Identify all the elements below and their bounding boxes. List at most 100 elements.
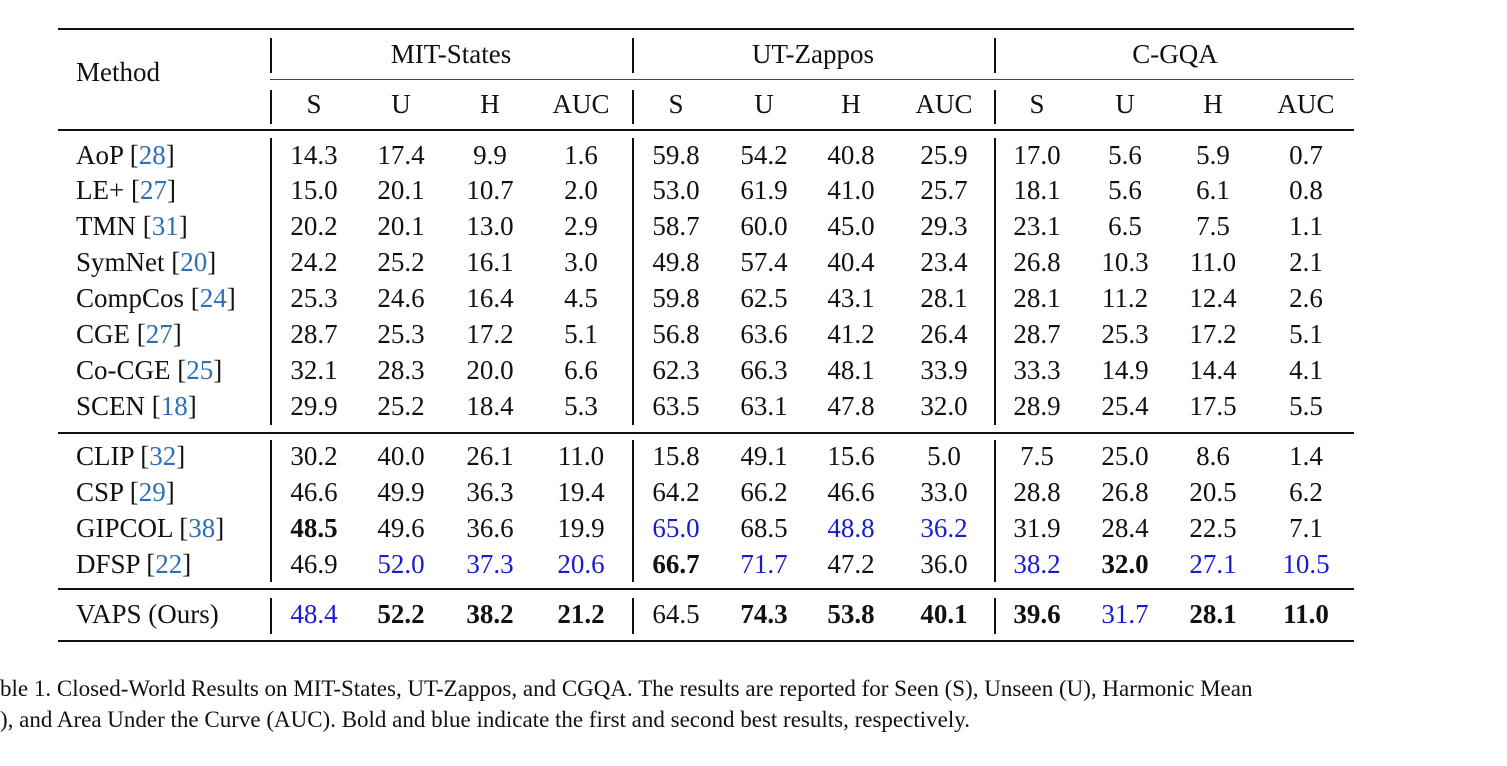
method-name: DFSP [76,549,140,579]
citation-link[interactable]: 24 [199,283,227,313]
value-cell: 22.5 [1189,513,1237,543]
metric-header: U [754,89,774,119]
citation-link[interactable]: 25 [186,355,214,385]
value-cell: 5.6 [1108,140,1142,170]
value-cell: 28.4 [1101,513,1149,543]
value-cell: 8.6 [1196,441,1230,471]
dataset-header: C-GQA [1132,39,1218,69]
value-cell: 7.5 [1020,441,1054,471]
value-cell: 17.2 [466,319,514,349]
metric-header: S [306,89,322,119]
value-cell: 20.0 [466,355,514,385]
citation-link[interactable]: 27 [145,319,173,349]
value-cell: 47.2 [827,549,875,579]
value-cell: 28.1 [1189,599,1237,629]
method-name-cell: SCEN [18] [76,391,197,421]
value-cell: 68.5 [740,513,788,543]
value-cell: 66.7 [652,549,700,579]
value-cell: 2.9 [564,211,598,241]
value-cell: 46.6 [290,477,338,507]
citation-link[interactable]: 18 [160,391,188,421]
citation-link[interactable]: 27 [139,175,167,205]
value-cell: 48.4 [290,599,338,629]
method-name-cell: GIPCOL [38] [76,513,225,543]
value-cell: 59.8 [652,283,700,313]
method-name: LE+ [76,175,125,205]
value-cell: 20.6 [557,549,605,579]
value-cell: 3.0 [564,247,598,277]
value-cell: 25.0 [1101,441,1149,471]
value-cell: 2.6 [1289,283,1323,313]
value-cell: 40.8 [827,140,875,170]
value-cell: 33.3 [1013,355,1061,385]
value-cell: 4.5 [564,283,598,313]
col-separator-1-0 [632,38,634,73]
value-cell: 5.1 [1289,319,1323,349]
citation-link[interactable]: 29 [138,477,166,507]
value-cell: 20.2 [290,211,338,241]
citation-link[interactable]: 20 [180,247,208,277]
value-cell: 28.8 [1013,477,1061,507]
dataset-header: MIT-States [390,39,512,69]
value-cell: 57.4 [740,247,788,277]
value-cell: 36.2 [920,513,968,543]
value-cell: 38.2 [466,599,514,629]
method-name-cell: CGE [27] [76,319,182,349]
header-rule [58,129,1354,131]
value-cell: 31.9 [1013,513,1061,543]
value-cell: 28.1 [920,283,968,313]
citation-link[interactable]: 28 [138,140,166,170]
value-cell: 23.4 [920,247,968,277]
value-cell: 17.0 [1013,140,1061,170]
dataset-header: UT-Zappos [752,39,874,69]
value-cell: 13.0 [466,211,514,241]
value-cell: 1.6 [564,140,598,170]
value-cell: 29.3 [920,211,968,241]
value-cell: 30.2 [290,441,338,471]
citation-link[interactable]: 32 [149,441,177,471]
value-cell: 36.0 [920,549,968,579]
value-cell: 56.8 [652,319,700,349]
value-cell: 6.2 [1289,477,1323,507]
col-separator-1-4 [632,598,634,634]
metric-header: H [480,89,500,119]
method-name-cell: DFSP [22] [76,549,192,579]
method-name: VAPS (Ours) [76,599,219,629]
col-separator-1-3 [632,440,634,582]
value-cell: 32.0 [1101,549,1149,579]
citation-link[interactable]: 31 [151,211,179,241]
value-cell: 5.9 [1196,140,1230,170]
value-cell: 19.9 [557,513,605,543]
value-cell: 47.8 [827,391,875,421]
value-cell: 52.0 [377,549,425,579]
value-cell: 41.0 [827,175,875,205]
value-cell: 29.9 [290,391,338,421]
value-cell: 26.1 [466,441,514,471]
value-cell: 17.4 [377,140,425,170]
value-cell: 26.4 [920,319,968,349]
value-cell: 53.8 [827,599,875,629]
method-name: CGE [76,319,130,349]
value-cell: 28.3 [377,355,425,385]
value-cell: 19.4 [557,477,605,507]
citation-link[interactable]: 38 [188,513,216,543]
value-cell: 32.0 [920,391,968,421]
metric-header: H [841,89,861,119]
value-cell: 18.1 [1013,175,1061,205]
value-cell: 46.6 [827,477,875,507]
value-cell: 28.9 [1013,391,1061,421]
value-cell: 25.7 [920,175,968,205]
value-cell: 49.1 [740,441,788,471]
value-cell: 25.9 [920,140,968,170]
value-cell: 27.1 [1189,549,1237,579]
value-cell: 40.4 [827,247,875,277]
value-cell: 1.4 [1289,441,1323,471]
value-cell: 6.5 [1108,211,1142,241]
citation-link[interactable]: 22 [155,549,183,579]
value-cell: 60.0 [740,211,788,241]
value-cell: 74.3 [740,599,788,629]
value-cell: 66.2 [740,477,788,507]
value-cell: 40.1 [920,599,968,629]
value-cell: 25.3 [1101,319,1149,349]
method-name-cell: VAPS (Ours) [76,596,219,632]
